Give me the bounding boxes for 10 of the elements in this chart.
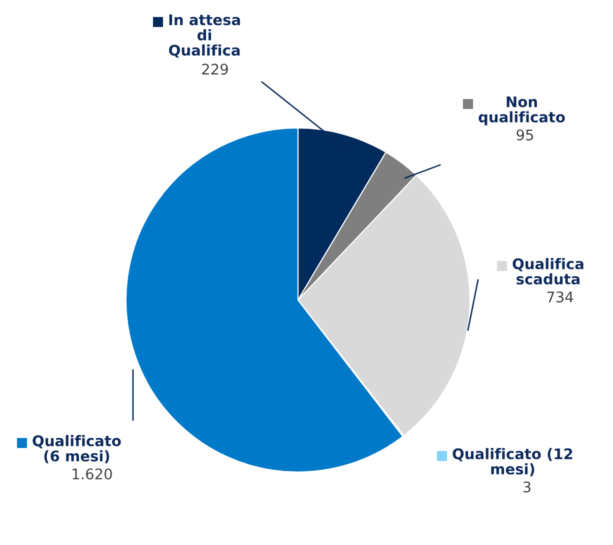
data-label: 229: [202, 64, 228, 75]
legend-label: In attesa di Qualifica: [169, 14, 240, 58]
data-label: 3: [523, 481, 530, 492]
legend-label: Non qualificato: [478, 96, 565, 126]
data-label: 734: [547, 291, 574, 302]
legend-label: Qualifica scaduta: [512, 258, 584, 285]
data-label: 95: [516, 129, 534, 140]
legend-label: Qualificato (6 mesi): [32, 435, 121, 464]
legend-label: Qualificato (12 mesi): [452, 448, 572, 476]
data-label: 1.620: [72, 468, 112, 480]
